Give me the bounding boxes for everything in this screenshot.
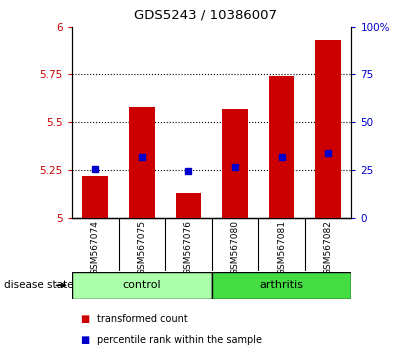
Bar <box>222 109 248 218</box>
Text: GSM567076: GSM567076 <box>184 220 193 275</box>
Text: percentile rank within the sample: percentile rank within the sample <box>97 335 261 345</box>
Text: GSM567080: GSM567080 <box>231 220 240 275</box>
Bar <box>82 176 108 218</box>
Bar <box>269 76 294 218</box>
Text: disease state: disease state <box>4 280 74 290</box>
Bar <box>212 272 351 299</box>
Text: GSM567074: GSM567074 <box>91 220 100 275</box>
Text: GSM567082: GSM567082 <box>323 220 332 275</box>
Text: control: control <box>122 280 161 290</box>
Bar <box>129 107 155 218</box>
Text: arthritis: arthritis <box>259 280 304 290</box>
Text: GSM567075: GSM567075 <box>137 220 146 275</box>
Text: GSM567081: GSM567081 <box>277 220 286 275</box>
Bar <box>72 272 212 299</box>
Text: ■: ■ <box>80 314 90 324</box>
Text: ■: ■ <box>80 335 90 345</box>
Text: transformed count: transformed count <box>97 314 187 324</box>
Bar <box>175 193 201 218</box>
Text: GDS5243 / 10386007: GDS5243 / 10386007 <box>134 9 277 22</box>
Bar <box>315 40 341 218</box>
